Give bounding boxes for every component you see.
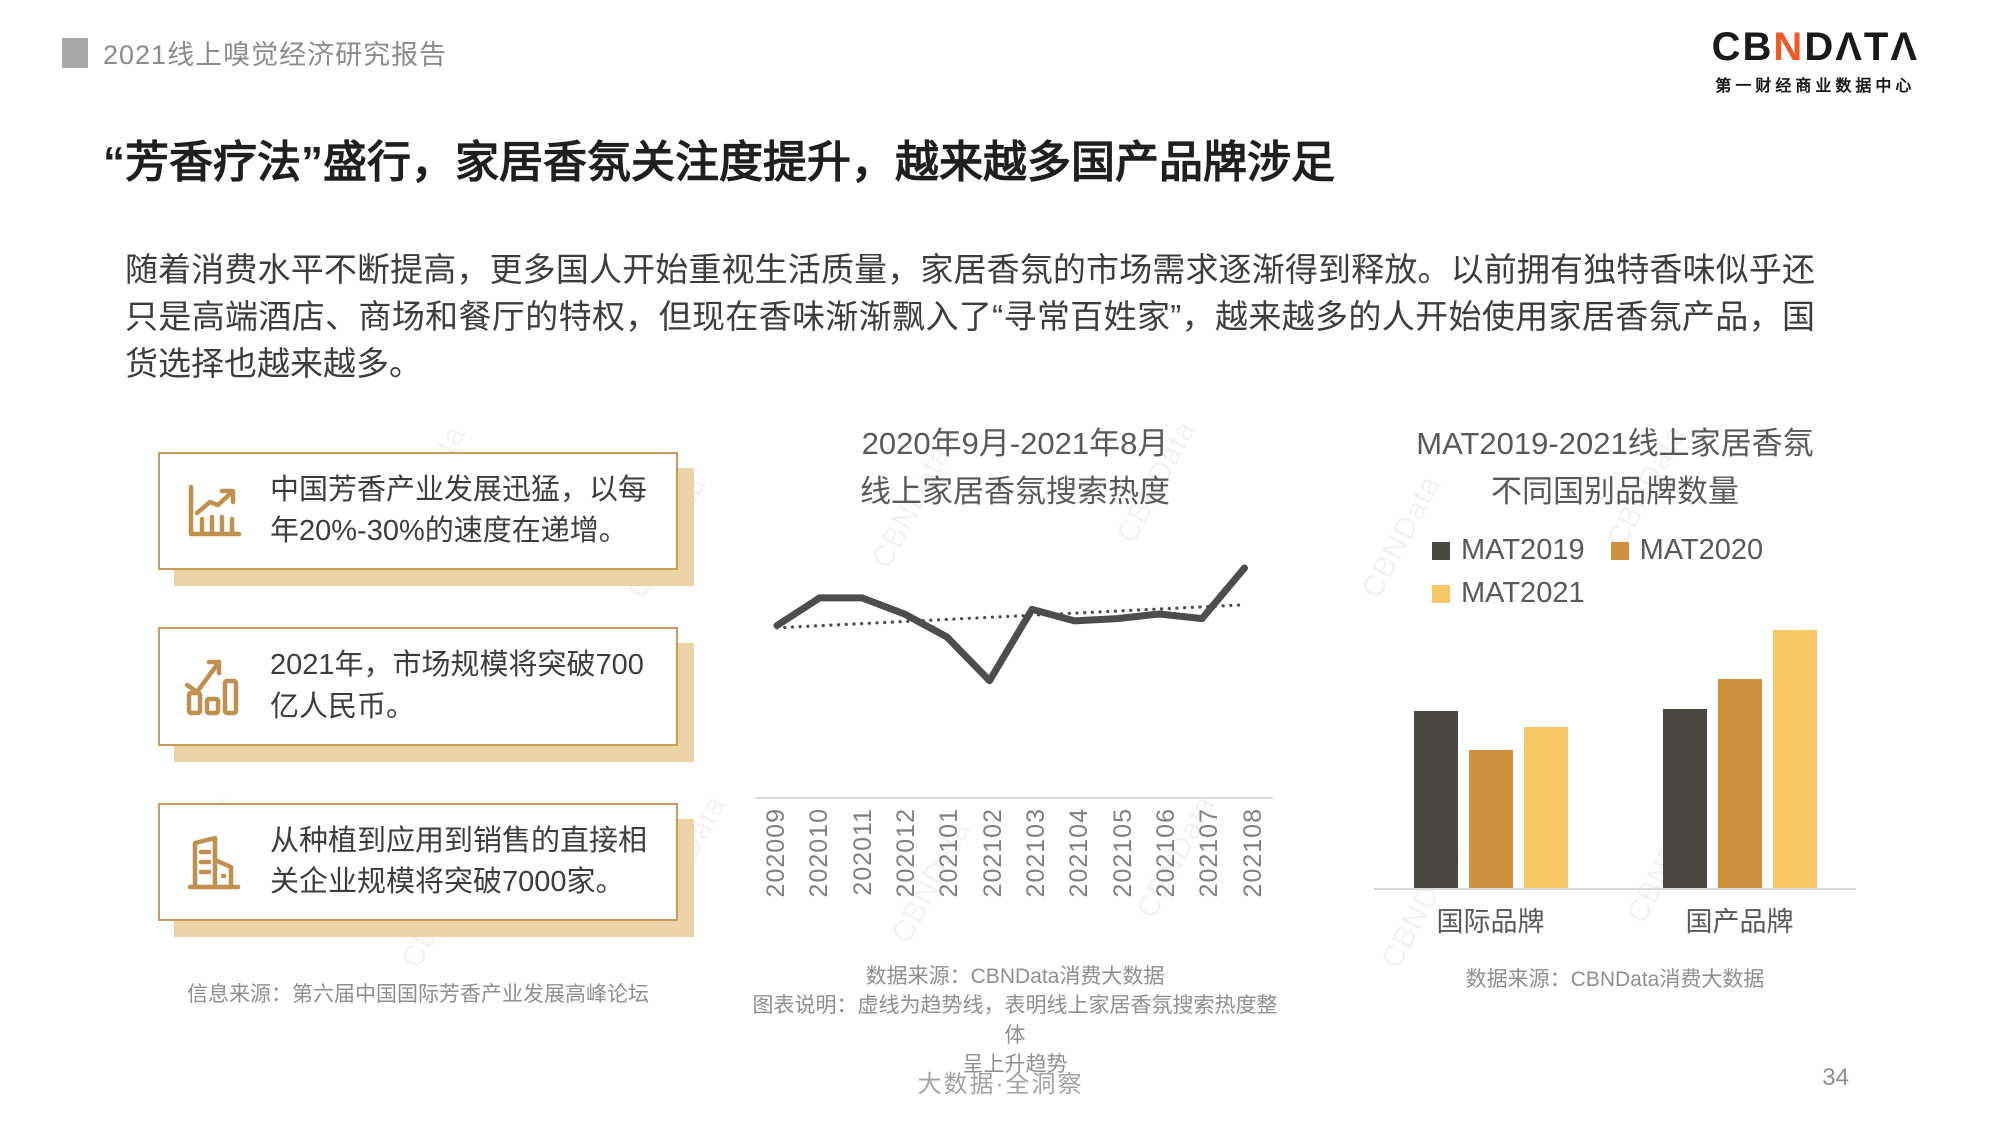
bar-group-1 (1413, 711, 1568, 889)
x-tick-text: 202010 (805, 808, 834, 898)
fact-text: 中国芳香产业发展迅猛，以每年20%-30%的速度在递增。 (270, 474, 648, 548)
bar-chart-check-icon (182, 655, 246, 719)
x-tick-label: 202009 (755, 808, 798, 956)
legend-item-mat2020: MAT2020 (1610, 534, 1764, 567)
header: 2021线上嗅觉经济研究报告 (62, 33, 447, 72)
x-tick-text: 202106 (1152, 808, 1181, 898)
report-title: 2021线上嗅觉经济研究报告 (103, 40, 448, 70)
trend-dotted-line (775, 603, 1247, 630)
x-tick-label: 202010 (798, 808, 841, 956)
bar-mat2020 (1468, 750, 1513, 889)
line-chart-growth-icon (182, 479, 246, 543)
bar-chart-title-line1: MAT2019-2021线上家居香氛 (1416, 426, 1814, 461)
fact-box-market-size: 2021年，市场规模将突破700亿人民币。 (158, 627, 678, 746)
x-tick-label: 202105 (1102, 808, 1145, 956)
legend-swatch-icon (1432, 584, 1450, 603)
line-chart-source: 数据来源：CBNData消费大数据 (865, 965, 1165, 989)
legend-swatch-icon (1432, 541, 1450, 560)
footer-slogan: 大数据·全洞察 (917, 1071, 1084, 1098)
bar-mat2021 (1772, 630, 1817, 889)
bar-chart-legend: MAT2019 MAT2020 MAT2021 (1432, 534, 1792, 610)
search-heat-series-line (773, 564, 1248, 685)
x-tick-label: 202101 (928, 808, 971, 956)
legend-item-mat2019: MAT2019 (1432, 534, 1585, 567)
bar-mat2019 (1413, 711, 1458, 889)
fact-text: 2021年，市场规模将突破700亿人民币。 (270, 649, 644, 723)
line-chart-block: 2020年9月-2021年8月 线上家居香氛搜索热度 202009 202010 2… (750, 420, 1280, 1080)
legend-label: MAT2019 (1461, 534, 1585, 567)
x-tick-label: 202106 (1145, 808, 1188, 956)
facts-column: 中国芳香产业发展迅猛，以每年20%-30%的速度在递增。 2021年，市场规模将… (158, 452, 678, 1008)
facts-source: 信息来源：第六届中国国际芳香产业发展高峰论坛 (187, 983, 649, 1007)
x-tick-label: 202011 (842, 808, 885, 956)
logo-accent-n: N (1773, 25, 1805, 69)
cbndata-logo-subtitle: 第一财经商业数据中心 (1715, 78, 1916, 95)
bar-mat2019 (1662, 709, 1707, 889)
bar-chart-block: MAT2019-2021线上家居香氛 不同国别品牌数量 MAT2019 MAT20… (1360, 420, 1870, 994)
cbndata-logo-wordmark: CBNDΛTΛ (1712, 26, 1919, 68)
bar-category-label: 国产品牌 (1685, 907, 1794, 938)
x-tick-text: 202101 (935, 808, 964, 898)
buildings-icon (182, 830, 246, 894)
legend-label: MAT2020 (1639, 534, 1764, 567)
x-tick-text: 202011 (848, 808, 877, 896)
fact-text: 从种植到应用到销售的直接相关企业规模将突破7000家。 (270, 824, 648, 898)
line-chart-title: 2020年9月-2021年8月 线上家居香氛搜索热度 (750, 420, 1280, 516)
cbndata-logo: CBNDΛTΛ 第一财经商业数据中心 (1712, 26, 1919, 96)
legend-swatch-icon (1610, 541, 1629, 560)
x-tick-text: 202108 (1238, 808, 1267, 898)
x-tick-label: 202012 (885, 808, 928, 956)
page-title: “芳香疗法”盛行，家居香氛关注度提升，越来越多国产品牌涉足 (103, 138, 1335, 187)
x-tick-text: 202009 (762, 808, 791, 898)
x-tick-text: 202104 (1065, 808, 1094, 898)
x-tick-text: 202103 (1022, 808, 1051, 898)
x-tick-text: 202107 (1195, 808, 1224, 898)
bar-mat2020 (1717, 679, 1762, 889)
x-tick-label: 202108 (1232, 808, 1275, 956)
bar-category-label: 国际品牌 (1436, 907, 1545, 938)
bar-chart-title-line2: 不同国别品牌数量 (1491, 474, 1739, 510)
line-chart-notes: 数据来源：CBNData消费大数据 图表说明：虚线为趋势线，表明线上家居香氛搜索… (750, 962, 1280, 1080)
bar-chart-x-axis: 国际品牌 国产品牌 (1374, 900, 1856, 939)
line-chart-plot (750, 528, 1280, 802)
bar-chart-title: MAT2019-2021线上家居香氛 不同国别品牌数量 (1360, 420, 1870, 516)
fact-box-enterprises: 从种植到应用到销售的直接相关企业规模将突破7000家。 (158, 802, 678, 922)
page-number: 34 (1822, 1064, 1849, 1091)
line-chart-title-line2: 线上家居香氛搜索热度 (860, 474, 1170, 510)
header-square-bullet (62, 37, 88, 68)
intro-paragraph: 随着消费水平不断提高，更多国人开始重视生活质量，家居香氛的市场需求逐渐得到释放。… (125, 251, 1815, 382)
x-tick-label: 202102 (972, 808, 1015, 956)
legend-item-mat2021: MAT2021 (1432, 577, 1585, 610)
x-tick-label: 202104 (1058, 808, 1101, 956)
line-chart-caption-line1: 图表说明：虚线为趋势线，表明线上家居香氛搜索热度整体 (752, 994, 1278, 1047)
x-tick-text: 202102 (978, 808, 1007, 898)
bar-group-2 (1662, 630, 1817, 889)
logo-suffix: DΛTΛ (1804, 25, 1919, 69)
legend-label: MAT2021 (1461, 577, 1585, 610)
logo-prefix: CB (1711, 25, 1774, 69)
x-tick-text: 202105 (1108, 808, 1137, 898)
line-chart-title-line1: 2020年9月-2021年8月 (861, 426, 1169, 461)
bar-chart-plot (1374, 628, 1856, 891)
fact-box-growth-rate: 中国芳香产业发展迅猛，以每年20%-30%的速度在递增。 (158, 452, 678, 571)
x-tick-label: 202107 (1188, 808, 1231, 956)
bar-mat2021 (1523, 727, 1568, 889)
x-tick-label: 202103 (1015, 808, 1058, 956)
line-chart-caption-line2: 呈上升趋势 (962, 1053, 1068, 1077)
x-tick-text: 202012 (892, 808, 921, 898)
line-chart-x-axis: 202009 202010 202011 202012 202101 202102 2021… (755, 808, 1275, 956)
bar-chart-source: 数据来源：CBNData消费大数据 (1465, 968, 1765, 992)
search-heat-line-chart (755, 564, 1273, 800)
